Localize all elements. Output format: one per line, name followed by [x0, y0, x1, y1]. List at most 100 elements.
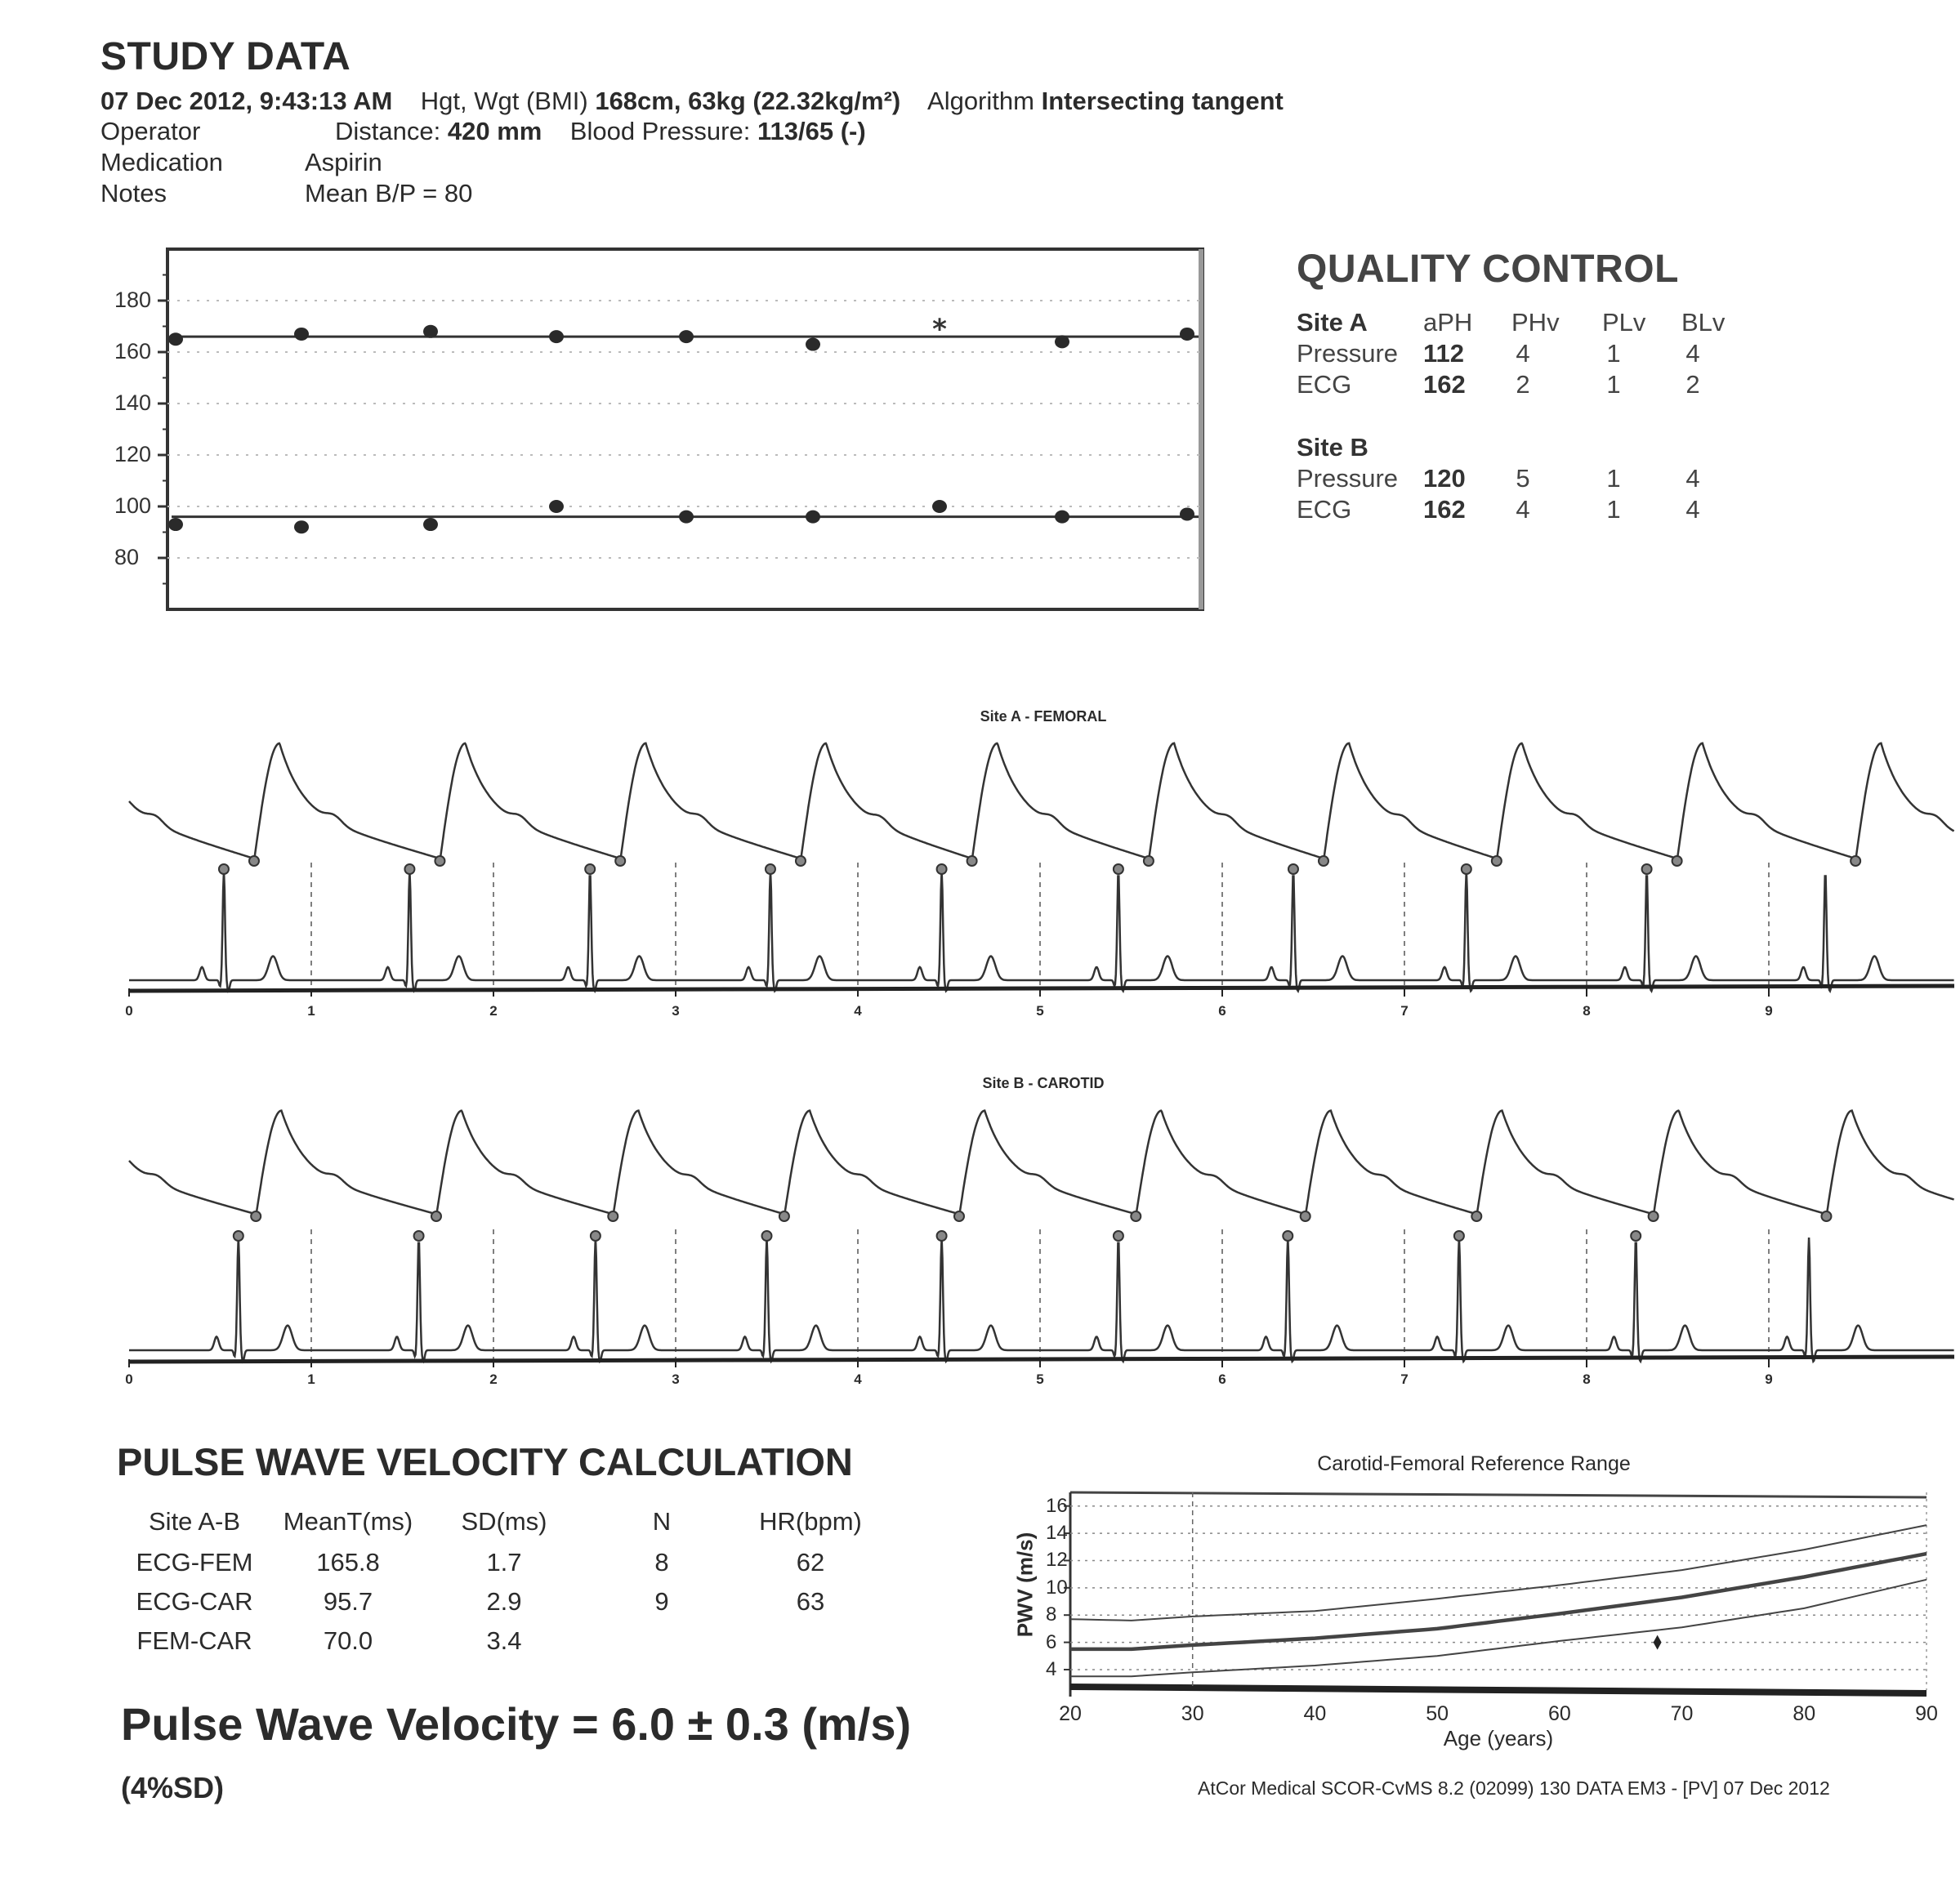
pulse-foot-marker	[1647, 1211, 1659, 1222]
data-point	[679, 330, 694, 344]
pwv-cell: 62	[796, 1548, 825, 1577]
bp-value: 113/65 (-)	[757, 117, 866, 145]
r-peak-marker	[404, 863, 416, 875]
pwv-column-header: SD(ms)	[461, 1507, 547, 1536]
x-tick-label: 7	[1400, 1003, 1409, 1019]
ref-y-tick-label: 4	[1046, 1657, 1057, 1680]
y-tick-label: 140	[114, 390, 152, 415]
ref-x-axis	[1069, 1684, 1927, 1697]
r-peak-marker	[217, 863, 230, 875]
r-peak-marker	[1641, 863, 1653, 875]
pulse-foot-marker	[434, 855, 446, 867]
pulse-foot-marker	[607, 1211, 619, 1222]
patient-marker	[1653, 1635, 1662, 1650]
qc-value: 1	[1606, 370, 1621, 399]
pwv-cell: 2.9	[486, 1587, 522, 1616]
pwv-result-sd: (4%SD)	[121, 1771, 225, 1804]
pwv-row-label: ECG-CAR	[136, 1587, 253, 1616]
ref-x-tick-label: 80	[1793, 1702, 1816, 1725]
x-tick-label: 9	[1765, 1003, 1773, 1019]
r-peak-marker	[1282, 1230, 1294, 1242]
footer-text: AtCor Medical SCOR-CvMS 8.2 (02099) 130 …	[1198, 1777, 1830, 1799]
pulse-foot-marker	[1317, 855, 1329, 867]
qc-value: 162	[1423, 495, 1466, 524]
pwv-column-header: N	[652, 1507, 672, 1536]
qc-value: 162	[1423, 370, 1466, 399]
pwv-cell: 8	[654, 1548, 669, 1577]
r-peak-marker	[1453, 1230, 1465, 1242]
qc-value: 2	[1685, 370, 1700, 399]
time-axis	[128, 1354, 1955, 1364]
pulse-foot-marker	[1671, 855, 1683, 867]
ref-x-tick-label: 50	[1426, 1702, 1449, 1725]
x-tick-label: 6	[1218, 1003, 1226, 1019]
r-peak-marker	[1112, 1230, 1124, 1242]
qc-row-label: ECG	[1297, 370, 1352, 399]
pulse-foot-marker	[778, 1211, 790, 1222]
ref-x-tick-label: 40	[1303, 1702, 1327, 1725]
reference-chart-title: Carotid-Femoral Reference Range	[1317, 1452, 1631, 1475]
data-point	[423, 518, 438, 532]
x-tick-label: 0	[125, 1371, 133, 1387]
pulse-foot-marker	[1850, 855, 1862, 867]
qc-title: QUALITY CONTROL	[1297, 248, 1679, 291]
study-line-1: 07 Dec 2012, 9:43:13 AM Hgt, Wgt (BMI) 1…	[100, 87, 1284, 116]
pulse-foot-marker	[1490, 855, 1502, 867]
r-peak-marker	[1460, 863, 1472, 875]
medication-value: Aspirin	[305, 148, 382, 176]
y-tick-label: 160	[114, 339, 152, 363]
qc-value: 5	[1516, 464, 1530, 493]
reference-curve-mean	[1070, 1551, 1927, 1652]
hgt-wgt-label: Hgt, Wgt (BMI)	[420, 87, 588, 115]
notes-value: Mean B/P = 80	[305, 179, 473, 207]
ref-y-tick-label: 14	[1046, 1522, 1068, 1545]
ref-y-tick-label: 8	[1046, 1603, 1057, 1626]
r-peak-marker	[935, 1230, 948, 1242]
ref-x-tick-label: 20	[1059, 1702, 1082, 1725]
qc-value: 4	[1685, 464, 1700, 493]
pulse-foot-marker	[250, 1211, 262, 1222]
pulse-foot-marker	[794, 855, 806, 867]
data-point	[294, 520, 309, 534]
qc-row-label: Pressure	[1297, 464, 1399, 493]
ref-top-border	[1069, 1491, 1927, 1499]
x-tick-label: 4	[854, 1371, 862, 1387]
pulse-foot-marker	[1299, 1211, 1311, 1222]
ref-y-tick-label: 12	[1046, 1549, 1068, 1572]
qc-value: 1	[1606, 495, 1621, 524]
qc-value: 2	[1516, 370, 1530, 399]
ref-y-tick-label: 16	[1046, 1494, 1068, 1517]
data-point	[679, 510, 694, 524]
pulse-foot-marker	[1130, 1211, 1142, 1222]
distance-value: 420 mm	[447, 117, 542, 145]
y-tick-label: 80	[114, 545, 140, 569]
pwv-cell: 3.4	[486, 1626, 522, 1655]
data-point-asterisk: *	[932, 314, 947, 346]
pwv-row-label: ECG-FEM	[136, 1548, 253, 1577]
r-peak-marker	[1287, 863, 1299, 875]
x-tick-label: 1	[307, 1371, 315, 1387]
pulse-foot-marker	[1820, 1211, 1833, 1222]
qc-value: 4	[1685, 495, 1700, 524]
pulse-foot-marker	[614, 855, 627, 867]
data-point	[932, 500, 947, 513]
scatter-frame	[166, 248, 1204, 611]
qc-column-header: PHv	[1511, 308, 1560, 337]
x-tick-label: 1	[307, 1003, 315, 1019]
ref-x-tick-label: 90	[1915, 1702, 1938, 1725]
x-tick-label: 3	[672, 1371, 680, 1387]
time-axis	[128, 983, 1955, 993]
data-point	[1180, 327, 1194, 341]
x-tick-label: 2	[489, 1371, 498, 1387]
x-tick-label: 0	[125, 1003, 133, 1019]
reference-x-label: Age (years)	[1443, 1726, 1554, 1751]
data-point	[1055, 510, 1069, 524]
x-tick-label: 2	[489, 1003, 498, 1019]
pwv-column-header: Site A-B	[149, 1507, 240, 1536]
pulse-foot-marker	[248, 855, 260, 867]
algorithm-value: Intersecting tangent	[1041, 87, 1284, 115]
qc-value: 120	[1423, 464, 1466, 493]
operator-label: Operator	[100, 117, 201, 145]
r-peak-marker	[589, 1230, 601, 1242]
